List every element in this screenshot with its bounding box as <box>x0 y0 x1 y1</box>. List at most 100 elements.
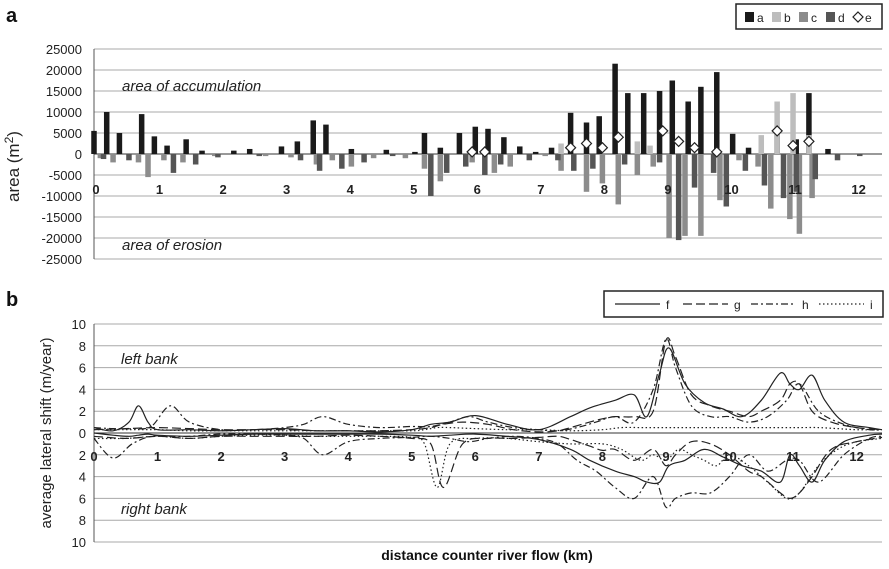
legend-swatch-c <box>799 12 808 22</box>
marker-e-2 <box>564 141 577 154</box>
a-ytick-label-4: 5000 <box>53 126 82 141</box>
a-xtick-label-5: 5 <box>410 182 417 197</box>
bar-d-20 <box>621 154 628 165</box>
a-ytick-label-7: -10000 <box>42 189 82 204</box>
bar-d-26 <box>742 154 749 171</box>
bar-a-32 <box>640 93 647 154</box>
bar-d-28 <box>780 154 787 199</box>
panel-b-x-axis-label: distance counter river flow (km) <box>381 547 593 563</box>
b-ytick-bottom-4: 10 <box>72 535 86 550</box>
bar-c-3 <box>145 154 151 178</box>
bar-a-44 <box>806 93 812 154</box>
legend-label-c: c <box>811 11 817 25</box>
bar-a-40 <box>745 147 752 154</box>
bar-a-36 <box>698 86 704 154</box>
panel-b-lines <box>93 337 883 509</box>
b-ytick-top-0: 10 <box>72 317 86 332</box>
panel-b-y-ticks: 10 8 6 4 2 0 2 4 6 8 10 <box>72 317 86 550</box>
bar-c-18 <box>507 154 513 167</box>
panel-a-legend: a b c d e <box>735 3 883 30</box>
legend-swatch-d <box>826 12 835 22</box>
bar-c-12 <box>370 154 377 159</box>
b-ytick-top-4: 2 <box>79 404 86 419</box>
bar-a-33 <box>656 91 663 154</box>
b-ytick-top-2: 6 <box>79 361 86 376</box>
bar-c-13 <box>402 154 409 159</box>
marker-e-3 <box>580 137 593 150</box>
bar-a-16 <box>383 149 390 154</box>
b-xtick-label-4: 4 <box>345 449 353 464</box>
marker-e-7 <box>672 135 685 148</box>
bar-d-16 <box>526 154 533 161</box>
bar-d-13 <box>463 154 469 167</box>
panel-b-grid <box>93 323 882 543</box>
bar-c-26 <box>666 154 672 238</box>
b-xtick-label-7: 7 <box>535 449 542 464</box>
bar-a-13 <box>310 120 316 154</box>
bar-b-3 <box>758 135 765 154</box>
marker-e-0 <box>466 146 478 158</box>
panel-b-label: b <box>6 289 18 311</box>
legend-label-i: i <box>870 298 873 312</box>
annotation-right-bank: right bank <box>121 501 188 518</box>
panel-a-x-ticks: 0 1 2 3 4 5 6 7 8 9 10 11 12 <box>92 182 865 197</box>
bar-c-24 <box>634 154 641 175</box>
bar-c-4 <box>161 154 167 161</box>
a-xtick-label-0: 0 <box>92 182 99 197</box>
marker-e-11 <box>787 139 799 152</box>
bar-d-27 <box>761 154 768 186</box>
bar-a-18 <box>421 133 428 154</box>
bar-d-21 <box>656 154 663 163</box>
b-xtick-label-12: 12 <box>849 449 863 464</box>
line-i-right-bank <box>93 434 883 500</box>
annotation-left-bank: left bank <box>121 351 179 368</box>
bar-d-3 <box>192 154 199 165</box>
bar-d-24 <box>710 154 717 173</box>
bar-a-39 <box>729 133 736 154</box>
bar-a-34 <box>669 80 676 154</box>
bar-d-14 <box>482 154 488 175</box>
bar-c-21 <box>583 154 590 192</box>
bar-b-2 <box>647 145 653 154</box>
a-ytick-label-6: -5000 <box>49 168 82 183</box>
bar-d-18 <box>571 154 577 171</box>
bar-d-32 <box>857 154 863 157</box>
bar-d-2 <box>170 154 177 173</box>
b-xtick-label-11: 11 <box>786 449 800 464</box>
marker-e-5 <box>612 131 625 144</box>
b-xtick-label-5: 5 <box>408 449 415 464</box>
bar-c-1 <box>110 154 116 163</box>
bar-a-12 <box>294 141 301 154</box>
a-ytick-label-3: 10000 <box>46 105 82 120</box>
bar-a-1 <box>103 112 110 154</box>
b-ytick-bottom-3: 8 <box>79 513 86 528</box>
bar-a-9 <box>231 150 237 154</box>
bar-b-0 <box>558 143 564 154</box>
b-xtick-label-2: 2 <box>217 449 224 464</box>
bar-c-11 <box>348 154 355 167</box>
bar-a-26 <box>548 147 555 154</box>
line-g-right-bank <box>93 434 883 500</box>
bar-c-32 <box>768 154 774 209</box>
bar-a-29 <box>596 116 602 154</box>
bar-d-5 <box>256 154 262 157</box>
line-h-right-bank <box>93 433 883 509</box>
legend-swatch-e <box>852 11 864 23</box>
bar-a-15 <box>348 148 355 154</box>
bar-a-19 <box>437 147 444 154</box>
bar-a-45 <box>825 148 831 154</box>
b-xtick-label-9: 9 <box>662 449 669 464</box>
annotation-accumulation: area of accumulation <box>122 78 261 95</box>
b-ytick-bottom-0: 2 <box>79 448 86 463</box>
bar-d-1 <box>126 154 132 161</box>
legend-swatch-b <box>772 12 781 22</box>
legend-label-f: f <box>666 298 670 312</box>
bar-a-24 <box>517 146 523 154</box>
bar-c-29 <box>717 154 723 201</box>
bar-c-9 <box>313 154 320 165</box>
legend-label-b: b <box>784 11 791 25</box>
panel-a-bars <box>91 63 863 241</box>
line-g-left-bank <box>93 337 883 433</box>
b-xtick-label-0: 0 <box>90 449 97 464</box>
